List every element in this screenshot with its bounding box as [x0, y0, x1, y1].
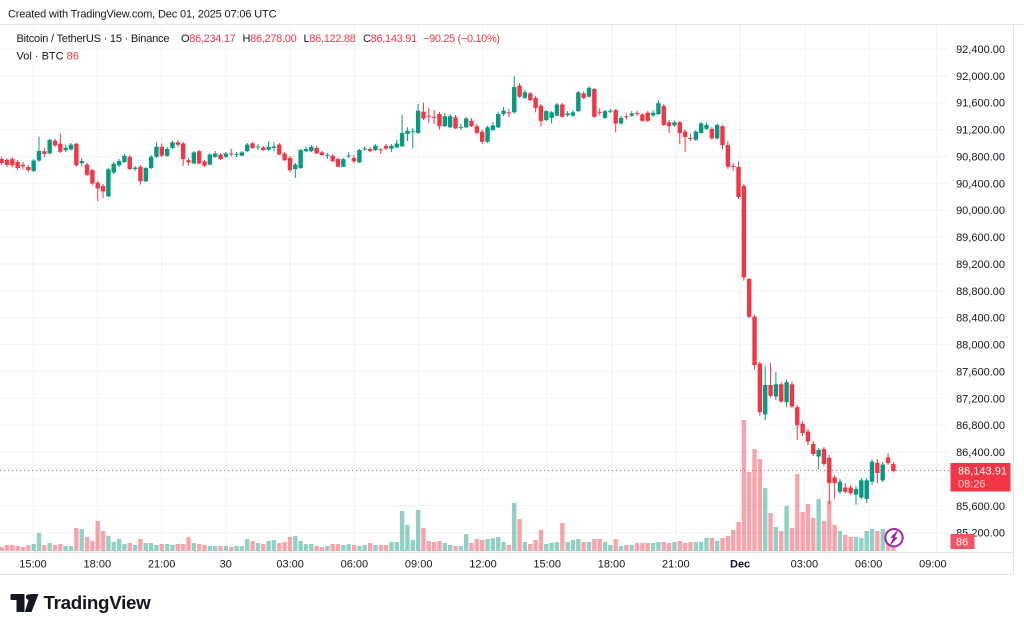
svg-text:H86,278.00: H86,278.00 — [243, 33, 297, 45]
svg-text:88,400.00: 88,400.00 — [956, 313, 1005, 325]
svg-text:89,200.00: 89,200.00 — [956, 259, 1005, 271]
svg-text:TradingView: TradingView — [44, 592, 152, 613]
svg-text:85,600.00: 85,600.00 — [956, 501, 1005, 513]
svg-text:89,600.00: 89,600.00 — [956, 232, 1005, 244]
svg-text:12:00: 12:00 — [469, 559, 497, 571]
svg-text:87,200.00: 87,200.00 — [956, 393, 1005, 405]
svg-text:92,000.00: 92,000.00 — [956, 71, 1005, 83]
svg-text:Dec: Dec — [730, 559, 750, 571]
svg-text:90,000.00: 90,000.00 — [956, 205, 1005, 217]
svg-text:09:00: 09:00 — [405, 559, 433, 571]
svg-text:88,800.00: 88,800.00 — [956, 286, 1005, 298]
svg-text:Bitcoin / TetherUS · 15 · Bina: Bitcoin / TetherUS · 15 · Binance — [17, 33, 170, 45]
svg-text:15:00: 15:00 — [533, 559, 561, 571]
svg-text:03:00: 03:00 — [276, 559, 304, 571]
svg-text:O86,234.17: O86,234.17 — [181, 33, 236, 45]
svg-text:C86,143.91: C86,143.91 — [363, 33, 417, 45]
svg-text:90,400.00: 90,400.00 — [956, 178, 1005, 190]
svg-text:09:00: 09:00 — [919, 559, 947, 571]
svg-text:15:00: 15:00 — [19, 559, 47, 571]
svg-text:21:00: 21:00 — [148, 559, 176, 571]
svg-text:86,400.00: 86,400.00 — [956, 447, 1005, 459]
svg-text:91,600.00: 91,600.00 — [956, 98, 1005, 110]
svg-text:88,000.00: 88,000.00 — [956, 340, 1005, 352]
svg-text:91,200.00: 91,200.00 — [956, 125, 1005, 137]
svg-text:90,800.00: 90,800.00 — [956, 152, 1005, 164]
svg-text:−90.25 (−0.10%): −90.25 (−0.10%) — [423, 33, 500, 45]
svg-text:18:00: 18:00 — [598, 559, 626, 571]
svg-text:86,800.00: 86,800.00 — [956, 420, 1005, 432]
svg-text:06:00: 06:00 — [855, 559, 883, 571]
svg-text:86,143.91: 86,143.91 — [958, 466, 1007, 478]
svg-text:06:00: 06:00 — [341, 559, 369, 571]
svg-text:30: 30 — [220, 559, 232, 571]
svg-text:Created with TradingView.com,: Created with TradingView.com, Dec 01, 20… — [8, 9, 277, 21]
svg-text:Vol · BTC 86: Vol · BTC 86 — [17, 51, 79, 63]
svg-text:92,400.00: 92,400.00 — [956, 44, 1005, 56]
svg-text:03:00: 03:00 — [791, 559, 819, 571]
svg-text:21:00: 21:00 — [662, 559, 690, 571]
svg-text:87,600.00: 87,600.00 — [956, 366, 1005, 378]
svg-text:L86,122.88: L86,122.88 — [304, 33, 356, 45]
svg-text:86: 86 — [956, 537, 968, 549]
svg-text:08:26: 08:26 — [958, 479, 986, 491]
svg-text:18:00: 18:00 — [84, 559, 112, 571]
